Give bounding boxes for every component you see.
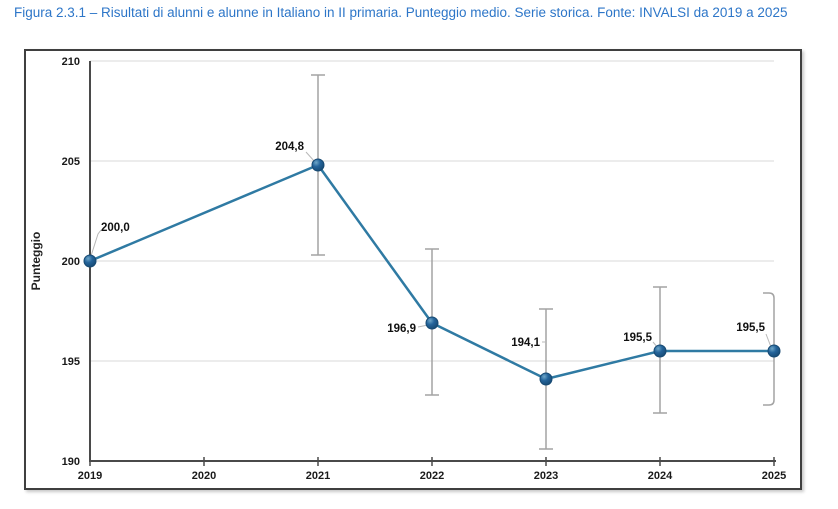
data-label-2023: 194,1 [511,337,540,349]
label-leader-2019 [90,229,102,257]
data-point-2025 [767,344,781,358]
y-tick-label-210: 210 [62,56,80,68]
x-tick-label-2020: 2020 [192,470,216,482]
line-chart: 190 195 200 205 210 2019 2020 2021 2022 2023 2024 2… [29,56,786,482]
label-leader-2025 [765,333,772,348]
series-line [88,163,776,381]
data-point-2023 [539,372,553,386]
data-label-2021: 204,8 [275,141,304,153]
y-tick-label-195: 195 [62,356,80,368]
x-tick-label-2021: 2021 [306,470,330,482]
data-label-2025: 195,5 [736,322,765,334]
data-point-2022 [425,316,439,330]
data-label-2019: 200,0 [101,222,130,234]
x-tick-label-2024: 2024 [648,470,673,482]
y-tick-label-200: 200 [62,256,80,268]
data-label-2022: 196,9 [387,323,416,335]
y-tick-label-190: 190 [62,456,80,468]
x-tick-label-2019: 2019 [78,470,102,482]
data-point-2019 [83,254,97,268]
x-tick-label-2023: 2023 [534,470,558,482]
figure-title: Figura 2.3.1 – Risultati di alunni e alu… [14,5,788,20]
data-point-2024 [653,344,667,358]
x-tick-label-2022: 2022 [420,470,444,482]
data-label-2024: 195,5 [623,332,652,344]
y-tick-label-205: 205 [62,156,80,168]
y-axis-title: Punteggio [29,232,43,291]
chart-frame: 190 195 200 205 210 2019 2020 2021 2022 2023 2024 2… [24,49,802,490]
data-point-2021 [311,158,325,172]
x-tick-label-2025: 2025 [762,470,786,482]
